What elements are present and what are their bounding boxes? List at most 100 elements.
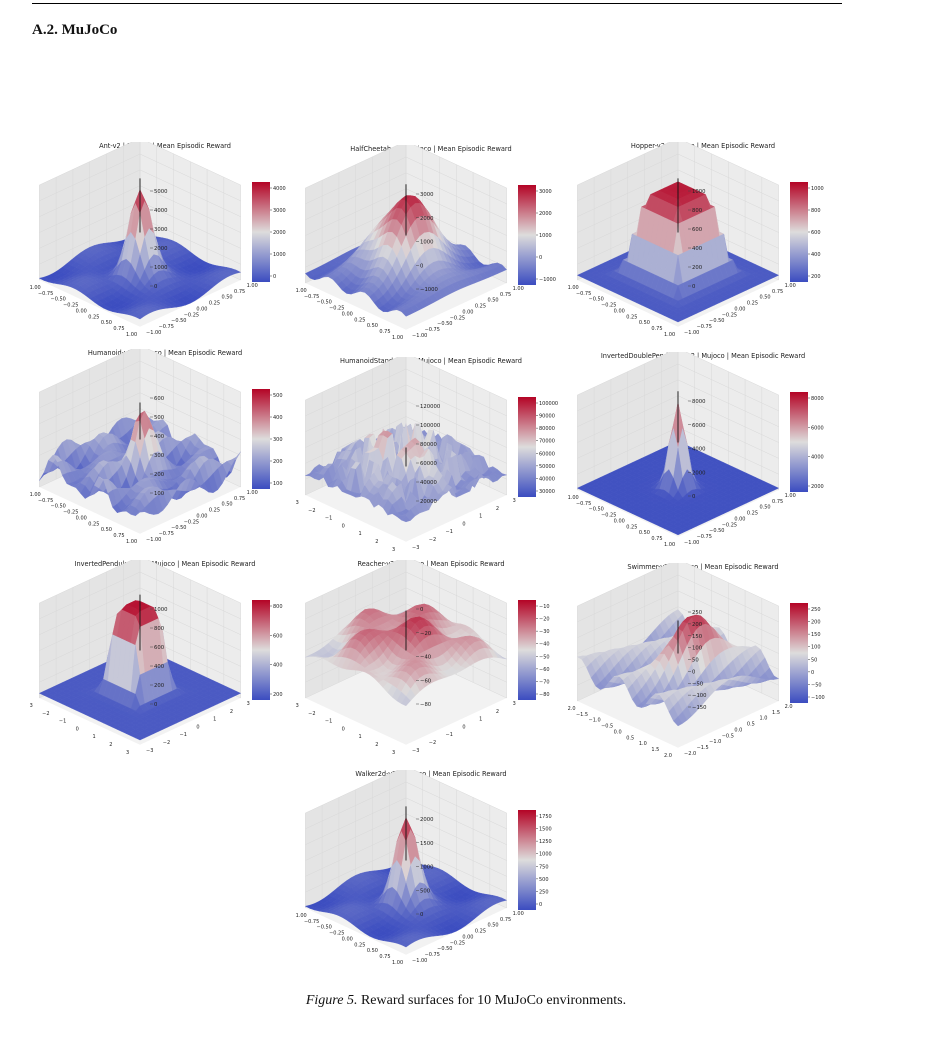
x-tick-label: 1.00 (392, 335, 403, 341)
colorbar-tick-label: −80 (539, 692, 550, 698)
x-tick-label: 0 (342, 726, 345, 732)
y-tick-label: 2 (496, 506, 499, 512)
z-tick-label: 100 (154, 491, 165, 497)
x-tick-label: 0.50 (101, 527, 112, 533)
x-tick-label: 0.75 (379, 329, 390, 335)
colorbar-tick-label: −10 (539, 604, 550, 610)
z-tick-label: 0 (154, 702, 158, 708)
colorbar-tick-label: 60000 (539, 451, 555, 457)
y-tick-label: 3 (513, 701, 516, 707)
x-tick-label: 0 (76, 726, 79, 732)
z-tick-label: −1000 (420, 287, 439, 293)
grid-line (685, 142, 779, 186)
surface (305, 195, 507, 317)
colorbar-tick-label: −1000 (539, 277, 556, 283)
surface (576, 181, 780, 323)
z-tick-label: 4000 (154, 208, 168, 214)
colorbar-tick-label: 0 (539, 255, 542, 261)
grid-line (577, 153, 679, 202)
x-tick-label: 0.50 (367, 323, 378, 329)
x-tick-label: 2 (375, 742, 378, 748)
x-tick-label: −0.50 (589, 297, 604, 303)
colorbar (790, 392, 808, 492)
grid-line (577, 142, 671, 186)
x-tick-label: −0.75 (576, 501, 591, 507)
x-tick-label: −0.50 (589, 507, 604, 513)
colorbar-tick-label: 200 (811, 274, 821, 280)
surface-facet (135, 509, 145, 516)
y-tick-label: 1 (479, 514, 482, 520)
y-tick-label: 0.50 (221, 295, 232, 301)
colorbar-tick-label: 0 (273, 274, 276, 280)
colorbar (790, 182, 808, 282)
z-tick-label: 0 (420, 607, 424, 613)
colorbar (518, 397, 536, 497)
z-tick-label: 500 (154, 415, 165, 421)
surface-plot: 250200150100500−50−100−150−2.0−2.0−1.5−1… (568, 563, 825, 759)
y-tick-label: 2 (496, 709, 499, 715)
z-tick-label: 3000 (420, 192, 434, 198)
y-tick-label: −1.00 (684, 540, 699, 546)
x-tick-label: 0.00 (614, 308, 625, 314)
colorbar (252, 600, 270, 700)
y-tick-label: −2 (429, 537, 436, 543)
y-tick-label: 0.00 (462, 309, 473, 315)
surface (576, 402, 780, 536)
colorbar-tick-label: 200 (273, 692, 283, 698)
colorbar-tick-label: 1000 (273, 252, 286, 258)
z-tick-label: 2000 (692, 470, 706, 476)
grid-line (577, 363, 679, 412)
colorbar-tick-label: −40 (539, 642, 550, 648)
x-tick-label: −0.25 (63, 510, 78, 516)
surface-plot: 10008006004002000−3−3−2−2−1−100112233800… (30, 560, 283, 756)
z-tick-label: 1000 (154, 607, 168, 613)
colorbar-tick-label: 400 (811, 252, 821, 258)
z-tick-label: 200 (154, 683, 165, 689)
y-tick-label: 0.50 (487, 298, 498, 304)
x-tick-label: 0.00 (76, 515, 87, 521)
panel-title: Swimmer-v2 | Mujoco | Mean Episodic Rewa… (627, 563, 779, 571)
y-tick-label: −3 (412, 748, 419, 754)
y-tick-label: −3 (146, 748, 153, 754)
plot-panel: Swimmer-v2 | Mujoco | Mean Episodic Rewa… (568, 563, 838, 768)
y-tick-label: −1 (446, 529, 453, 535)
colorbar-tick-label: 1000 (539, 233, 552, 239)
z-tick-label: 400 (692, 246, 703, 252)
z-tick-label: 20000 (420, 499, 437, 505)
y-tick-label: −1.00 (412, 333, 427, 339)
grid-line (147, 142, 241, 186)
colorbar-tick-label: 70000 (539, 439, 555, 445)
z-tick-label: 0 (692, 284, 696, 290)
x-tick-label: 3 (392, 750, 395, 756)
x-tick-label: 1 (92, 734, 95, 740)
colorbar-tick-label: 800 (811, 208, 821, 214)
grid-line (677, 363, 779, 412)
x-tick-label: 0.25 (88, 314, 99, 320)
x-tick-label: 1 (358, 734, 361, 740)
z-tick-label: 6000 (692, 423, 706, 429)
z-tick-label: 0 (420, 263, 424, 269)
y-tick-label: −0.75 (159, 531, 174, 537)
colorbar-tick-label: 90000 (539, 414, 555, 420)
z-tick-label: −40 (420, 655, 432, 661)
y-tick-label: 1 (213, 717, 216, 723)
z-tick-label: 0 (154, 284, 158, 290)
y-tick-label: −0.25 (184, 519, 199, 525)
y-tick-label: −0.50 (709, 318, 724, 324)
z-tick-label: 800 (154, 626, 165, 632)
x-tick-label: 0.00 (76, 308, 87, 314)
x-tick-label: −0.25 (601, 303, 616, 309)
z-tick-label: 0 (692, 494, 696, 500)
grid-line (677, 574, 779, 623)
grid-line (305, 145, 399, 189)
z-tick-label: 2000 (154, 246, 168, 252)
y-tick-label: −0.25 (722, 522, 737, 528)
surface-facet (672, 317, 684, 323)
z-tick-label: 1000 (154, 265, 168, 271)
y-tick-label: 1.00 (247, 283, 258, 289)
y-tick-label: 0.25 (475, 304, 486, 310)
y-tick-label: 0.00 (734, 516, 745, 522)
colorbar-tick-label: 400 (273, 663, 283, 669)
surface-facet (135, 313, 145, 320)
x-tick-label: −0.25 (601, 513, 616, 519)
